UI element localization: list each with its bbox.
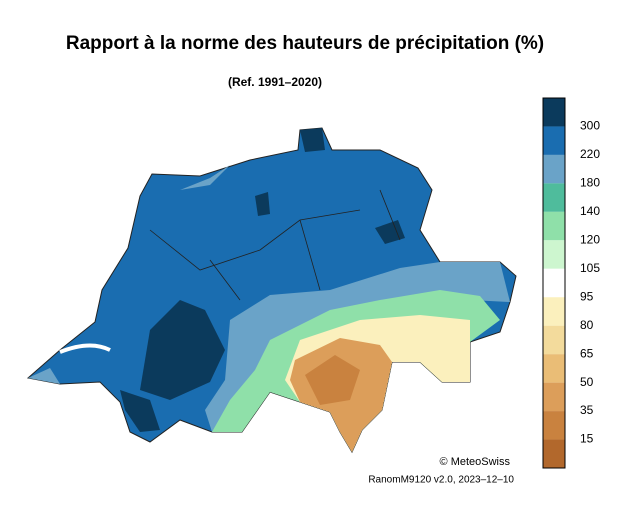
colorbar-box [543, 439, 565, 468]
colorbar-box [543, 183, 565, 212]
colorbar-label: 120 [580, 232, 600, 246]
colorbar: 300 220 180 140 120 105 95 80 65 50 35 15 [542, 97, 600, 469]
colorbar-label: 220 [580, 147, 600, 161]
colorbar-label: 140 [580, 204, 600, 218]
colorbar-box [543, 126, 565, 155]
colorbar-label: 50 [580, 375, 594, 389]
colorbar-box [543, 382, 565, 412]
colorbar-box [543, 211, 565, 241]
colorbar-box [543, 154, 565, 184]
colorbar-label: 105 [580, 261, 600, 275]
colorbar-box [543, 325, 565, 355]
colorbar-box [543, 297, 565, 326]
colorbar-label: 180 [580, 176, 600, 190]
credit: © MeteoSwiss [440, 456, 511, 468]
colorbar-label: 65 [580, 346, 594, 360]
colorbar-box [543, 354, 565, 383]
title: Rapport à la norme des hauteurs de préci… [66, 33, 544, 54]
colorbar-label: 15 [580, 432, 594, 446]
colorbar-box [543, 268, 565, 298]
colorbar-box [543, 98, 565, 127]
colorbar-label: 35 [580, 403, 594, 417]
colorbar-box [543, 411, 565, 440]
colorbar-frame [542, 97, 566, 469]
switzerland-map [26, 127, 517, 454]
subtitle: (Ref. 1991–2020) [228, 75, 322, 89]
colorbar-label: 95 [580, 289, 594, 303]
colorbar-label: 300 [580, 119, 600, 133]
version: RanomM9120 v2.0, 2023–12–10 [368, 475, 514, 486]
colorbar-label: 80 [580, 318, 594, 332]
colorbar-box [543, 240, 565, 269]
